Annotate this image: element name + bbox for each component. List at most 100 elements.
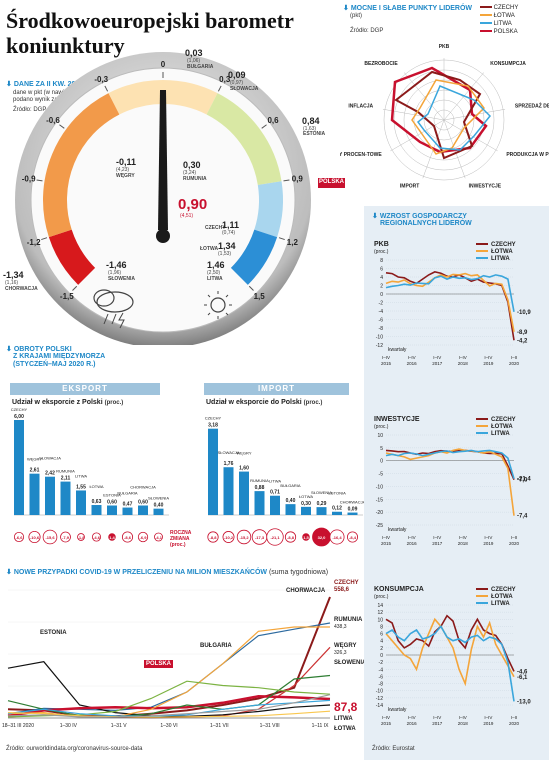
covid-label-wegry: WĘGRY: [334, 643, 357, 649]
rumunia-label: RUMUNIA: [183, 176, 207, 182]
slowenia-value: -1,46: [106, 260, 127, 270]
growth-title-1: WZROST GOSPODARCZY: [379, 213, 467, 220]
gauge-scale-label: 1,2: [287, 238, 299, 247]
arrow-down-icon: ⬇: [6, 569, 12, 576]
growth-end-label: -7,0: [517, 478, 528, 484]
gauge-scale-label: -0,3: [94, 75, 108, 84]
bar-category-label: CHORWACJA: [130, 485, 156, 490]
growth-x-tick: 2016: [407, 361, 418, 366]
growth-legend-label: ŁOTWA: [491, 249, 513, 255]
litwa-value: 1,46: [207, 260, 225, 270]
lotwa-label: ŁOTWA: [200, 246, 219, 252]
growth-y-tick: -4: [379, 667, 384, 673]
legend-item-litwa: LITWA: [480, 20, 518, 28]
growth-x-tick: 2019: [483, 361, 494, 366]
growth-y-tick: -14: [376, 703, 383, 709]
radar-axis-label: SPRZEDAŻ DETALICZNA: [515, 102, 549, 109]
growth-series-łotwa: [385, 617, 515, 687]
growth-y-tick: 6: [380, 632, 383, 638]
growth-series-łotwa: [385, 272, 515, 332]
growth-y-tick: 8: [380, 624, 383, 630]
bar-value-label: 0,60: [138, 500, 148, 506]
growth-x-tick: I–IV: [484, 715, 492, 720]
bar-category-label: LITWA: [75, 473, 87, 478]
radar-title: ⬇ MOCNE I SŁABE PUNKTY LIDERÓW: [343, 4, 472, 12]
growth-series-łotwa: [385, 448, 515, 516]
radar-axis-label: INFLACJA: [348, 103, 373, 109]
gauge-scale-label: 0,3: [219, 75, 231, 84]
covid-series-słowacja: [7, 694, 331, 718]
gauge-tick: [278, 237, 285, 241]
growth-x-tick: I–II: [511, 535, 517, 540]
polska-value: 0,90: [178, 196, 208, 213]
bar-value-label: 3,18: [208, 423, 218, 429]
gauge-scale-label: 0,6: [267, 116, 279, 125]
annual-change-bubble: [154, 532, 163, 542]
rumunia-prev: (3,24): [183, 170, 197, 176]
growth-legend-label: CZECHY: [491, 417, 516, 423]
growth-y-tick: -10: [376, 689, 383, 695]
covid-series-łotwa: [7, 710, 331, 718]
radar-axis-label: PRODUKCJA W PRZE-TWÓRSTWIE: [506, 150, 549, 158]
growth-x-tick: 2020: [509, 541, 520, 546]
bar-value-label: 0,63: [92, 499, 102, 505]
annual-change-bubble: [222, 531, 235, 543]
bar-value-label: 0,30: [301, 501, 311, 507]
gauge-tick: [41, 237, 48, 241]
bar: [332, 511, 342, 515]
growth-series-litwa: [385, 625, 515, 702]
covid-label-rumunia: RUMUNIA: [334, 617, 363, 623]
estonia-prev: (1,63): [303, 126, 317, 132]
bar-category-label: SŁOWACJA: [39, 456, 61, 461]
growth-panel: [364, 206, 549, 760]
annual-change-bubble: [329, 529, 345, 545]
growth-x-tick: I–IV: [459, 715, 467, 720]
covid-x-tick-label: 1–30 IV: [60, 723, 78, 729]
growth-heading: ⬇ WZROST GOSPODARCZY: [372, 212, 467, 220]
slowenia-label: SŁOWENIA: [108, 276, 135, 282]
bar-category-label: ŁOTWA: [299, 494, 313, 499]
growth-series-litwa: [385, 449, 515, 479]
lotwa-prev: (1,53): [218, 251, 232, 257]
annual-change-label: -8,6: [124, 535, 132, 540]
intro-source: Źródło: DGP: [13, 107, 47, 113]
bar-category-label: ESTONIA: [103, 493, 121, 498]
annual-change-bubble: [302, 533, 310, 541]
annual-change-note: ROCZNA ZMIANA (proc.): [170, 530, 192, 548]
growth-x-tick: I–IV: [433, 355, 441, 360]
growth-legend-label: ŁOTWA: [491, 594, 513, 600]
growth-x-tick: 2017: [432, 541, 443, 546]
growth-panel-unit: (proc.): [374, 594, 389, 600]
growth-legend-label: LITWA: [491, 431, 510, 437]
gauge-segment: [48, 229, 96, 285]
growth-x-tick: 2019: [483, 541, 494, 546]
growth-y-tick: -20: [376, 510, 383, 516]
bar: [122, 507, 133, 515]
bar-value-label: 0,47: [123, 502, 133, 508]
growth-x-tick: 2018: [458, 721, 469, 726]
growth-panel-title: PKB: [374, 241, 389, 248]
covid-series-słowenia: [7, 674, 331, 718]
covid-series-polska: [7, 695, 331, 718]
bar-value-label: 6,00: [14, 414, 24, 420]
polska-callout-badge: [318, 178, 345, 188]
covid-label-chorwacja: CHORWACJA: [286, 588, 326, 594]
radar-axis-label: BEZROBOCIE: [364, 61, 398, 67]
export-header: EKSPORT: [10, 383, 160, 395]
growth-x-tick: I–IV: [382, 355, 390, 360]
growth-y-tick: -12: [376, 343, 383, 349]
growth-charts: PKB(proc.)-12-10-8-6-4-202468-4,2-8,9-10…: [374, 241, 531, 726]
covid-title: NOWE PRZYPADKI COVID-19 W PRZELICZENIU N…: [13, 569, 267, 576]
covid-label-czechy: CZECHY: [334, 580, 359, 586]
trade-heading-1: OBROTY POLSKI: [13, 346, 72, 353]
bar-category-label: SŁOWENIA: [148, 496, 169, 501]
polska-callout-label: POLSKA: [319, 179, 345, 185]
bar-category-label: CZECHY: [205, 416, 222, 421]
growth-y-tick: 0: [380, 653, 383, 659]
intro-heading-text: DANE ZA II KW. 2020 R.: [13, 81, 93, 88]
growth-x-tick: 2015: [381, 721, 392, 726]
growth-x-tick: I–IV: [408, 355, 416, 360]
gauge-scale-label: -0,9: [22, 175, 36, 184]
radar-series-lotwa: [411, 79, 485, 155]
growth-y-tick: -6: [379, 318, 384, 324]
